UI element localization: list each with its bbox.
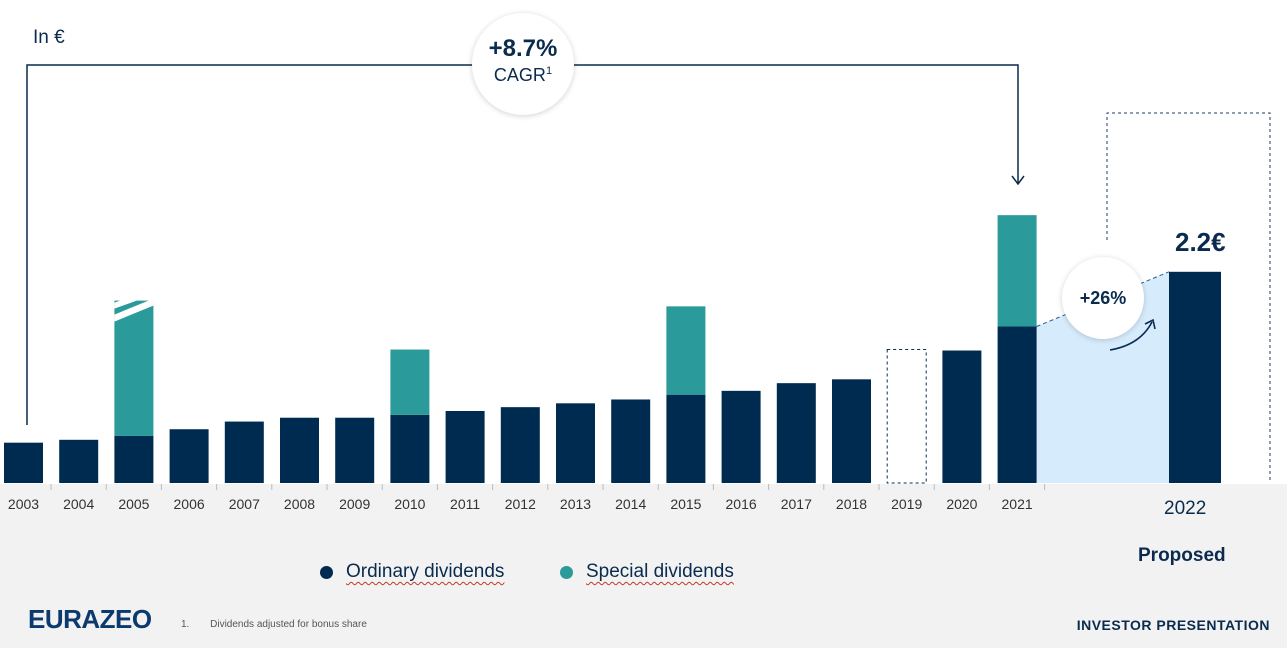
unit-label: In € bbox=[33, 27, 65, 48]
growth-area bbox=[1036, 271, 1169, 483]
bar-ordinary-2007 bbox=[224, 421, 264, 483]
cagr-bracket bbox=[26, 64, 1019, 425]
proposed-label: Proposed bbox=[1138, 545, 1226, 566]
tick-label-2008: 2008 bbox=[284, 496, 315, 512]
bar-ordinary-2009 bbox=[335, 417, 375, 483]
bar-suspended-2019 bbox=[886, 349, 927, 484]
bar-special-2021 bbox=[997, 215, 1037, 327]
tick-label-2014: 2014 bbox=[615, 496, 646, 512]
tick-label-2019: 2019 bbox=[891, 496, 922, 512]
cagr-arrowhead bbox=[1011, 175, 1025, 186]
cagr-bubble: +8.7% CAGR1 bbox=[472, 13, 574, 115]
bar-special-2015 bbox=[666, 306, 706, 395]
footnote: 1. Dividends adjusted for bonus share bbox=[181, 619, 367, 630]
tick-label-2018: 2018 bbox=[836, 496, 867, 512]
footer-band bbox=[0, 484, 1287, 648]
bar-ordinary-2012 bbox=[500, 407, 540, 483]
footnote-number: 1. bbox=[181, 619, 190, 630]
bar-ordinary-2016 bbox=[721, 390, 761, 483]
tick-label-2015: 2015 bbox=[670, 496, 701, 512]
growth-arrow bbox=[1109, 321, 1153, 351]
investor-presentation-label: INVESTOR PRESENTATION bbox=[1076, 617, 1270, 633]
proposed-dashed-bracket bbox=[1106, 112, 1271, 483]
bar-ordinary-2003 bbox=[4, 442, 43, 483]
growth-bubble: +26% bbox=[1062, 257, 1144, 339]
bar-break-mark bbox=[114, 298, 154, 322]
legend-ordinary-label: Ordinary dividends bbox=[346, 561, 505, 582]
tick-label-2003: 2003 bbox=[8, 496, 39, 512]
bar-ordinary-2017 bbox=[776, 383, 816, 483]
legend-special-label: Special dividends bbox=[586, 561, 734, 582]
tick-label-2020: 2020 bbox=[946, 496, 977, 512]
legend-special: Special dividends bbox=[560, 561, 734, 583]
bar-ordinary-2015 bbox=[666, 394, 706, 483]
legend-ordinary: Ordinary dividends bbox=[320, 561, 504, 583]
tick-label-2021: 2021 bbox=[1002, 496, 1033, 512]
bar-ordinary-2004 bbox=[59, 439, 99, 483]
bar-special-2010 bbox=[390, 349, 430, 415]
bar-ordinary-2008 bbox=[280, 417, 319, 483]
tick-label-2006: 2006 bbox=[174, 496, 205, 512]
tick-label-2009: 2009 bbox=[339, 496, 370, 512]
value-2022-label: 2.2€ bbox=[1175, 227, 1226, 257]
bar-ordinary-2021 bbox=[997, 326, 1037, 483]
bar-ordinary-2010 bbox=[390, 414, 430, 483]
growth-arrowhead bbox=[1144, 318, 1156, 330]
bar-ordinary-2011 bbox=[445, 411, 485, 483]
cagr-value: +8.7% bbox=[488, 35, 558, 62]
tick-label-2012: 2012 bbox=[505, 496, 536, 512]
tick-label-2004: 2004 bbox=[63, 496, 94, 512]
cagr-label: CAGR1 bbox=[493, 65, 553, 85]
bar-ordinary-2020 bbox=[942, 350, 982, 483]
tick-label-2016: 2016 bbox=[726, 496, 757, 512]
bar-ordinary-2006 bbox=[169, 429, 209, 483]
tick-label-2010: 2010 bbox=[394, 496, 425, 512]
eurazeo-logo: EURAZEO bbox=[28, 604, 152, 634]
bar-break-mark-top bbox=[114, 288, 154, 309]
tick-label-2017: 2017 bbox=[781, 496, 812, 512]
tick-label-2007: 2007 bbox=[229, 496, 260, 512]
bar-special-2005 bbox=[114, 300, 154, 436]
legend-ordinary-swatch bbox=[320, 565, 333, 579]
year-2022-label: 2022 bbox=[1164, 498, 1207, 519]
bar-ordinary-2005 bbox=[114, 435, 154, 483]
tick-label-2013: 2013 bbox=[560, 496, 591, 512]
bar-ordinary-2013 bbox=[556, 403, 595, 483]
tick-label-2011: 2011 bbox=[450, 496, 480, 512]
bar-proposed-2022 bbox=[1169, 271, 1221, 483]
bar-ordinary-2018 bbox=[832, 379, 871, 483]
legend-special-swatch bbox=[560, 565, 573, 579]
tick-label-2005: 2005 bbox=[118, 496, 149, 512]
footnote-text: Dividends adjusted for bonus share bbox=[210, 619, 367, 630]
bar-ordinary-2014 bbox=[611, 399, 651, 483]
